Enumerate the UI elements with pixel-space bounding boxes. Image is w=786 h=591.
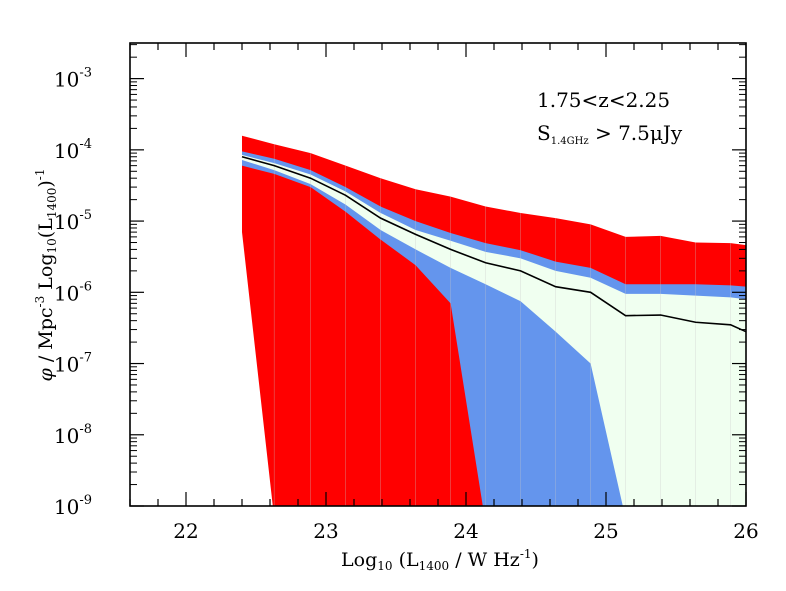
y-tick-label: 10-7 [54,351,92,377]
y-axis-label: φ / Mpc-3 Log10(L1400)-1 [33,168,59,381]
x-tick-label: 24 [453,519,478,543]
x-tick-label: 25 [593,519,618,543]
y-tick-label: 10-6 [54,279,92,305]
plot-area [241,135,747,506]
x-tick-label: 26 [733,519,758,543]
y-tick-label: 10-9 [54,493,92,519]
x-tick-label: 23 [313,519,338,543]
tick-labels: 22 23 24 25 26 10-3 10-4 10-5 10-6 10-7 10-8 10-9 [54,66,759,543]
annotation-flux-limit: S1.4GHz > 7.5μJy [537,121,683,147]
x-tick-label: 22 [173,519,198,543]
y-tick-label: 10-3 [54,66,92,92]
axis-ticks [129,43,747,507]
inner-band-area [242,154,746,506]
y-tick-label: 10-8 [54,422,92,448]
y-tick-label: 10-5 [54,208,92,234]
x-axis-label: Log10 (L1400 / W Hz-1) [341,547,539,573]
y-tick-label: 10-4 [54,137,92,163]
median-line [241,155,747,333]
annotation-redshift: 1.75<z<2.25 [537,88,670,112]
